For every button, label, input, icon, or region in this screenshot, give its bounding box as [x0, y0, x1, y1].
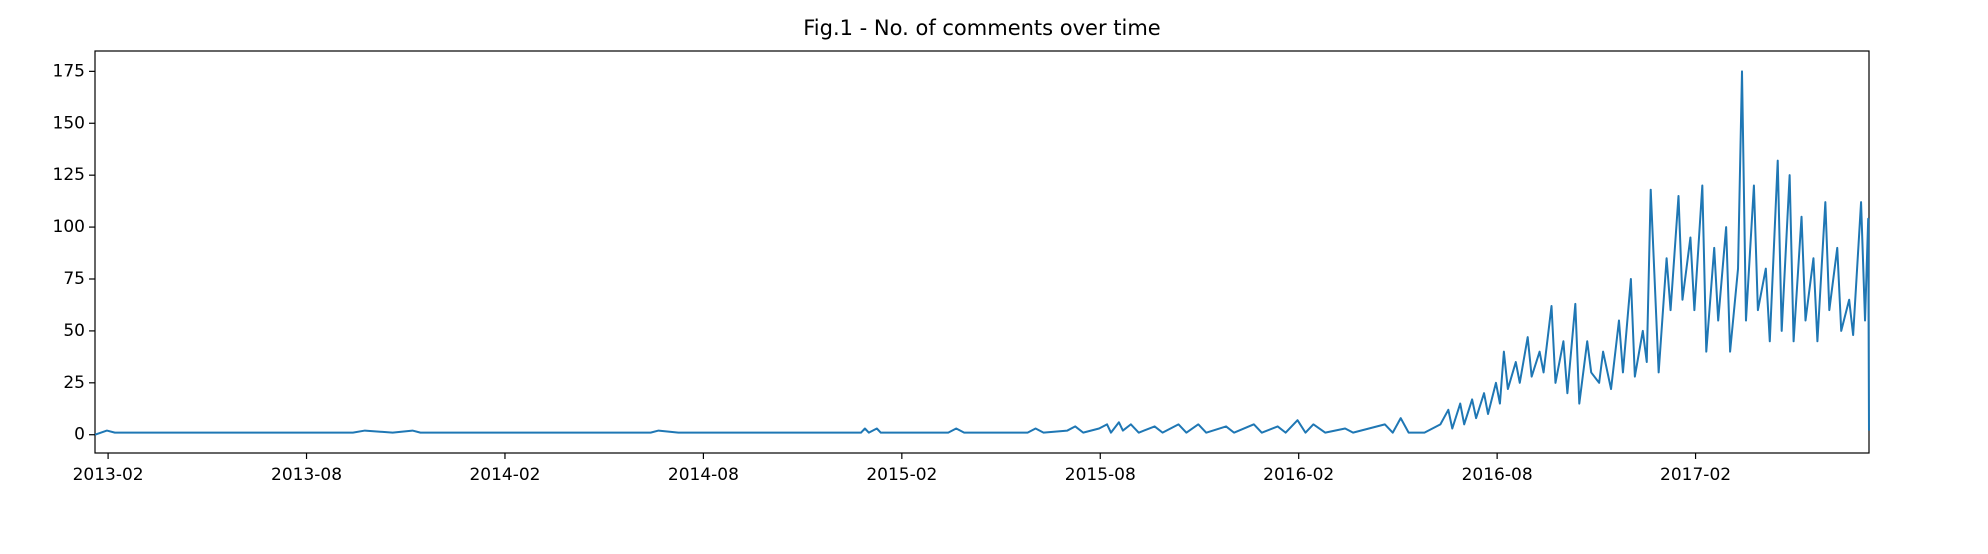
y-tick-label: 25: [63, 373, 85, 393]
x-tick-label: 2013-02: [73, 465, 144, 485]
x-tick-label: 2016-02: [1263, 465, 1334, 485]
x-tick-label: 2015-02: [866, 465, 937, 485]
plot-frame: [94, 50, 1870, 454]
x-tick-label: 2014-02: [469, 465, 540, 485]
y-tick-label: 175: [53, 61, 85, 81]
x-tick-label: 2016-08: [1462, 465, 1533, 485]
x-tick-label: 2015-08: [1065, 465, 1136, 485]
y-tick-label: 100: [53, 217, 85, 237]
y-tick-label: 150: [53, 113, 85, 133]
chart-title: Fig.1 - No. of comments over time: [803, 16, 1160, 40]
series-line: [94, 70, 1870, 436]
x-tick-label: 2017-02: [1660, 465, 1731, 485]
y-tick-label: 75: [63, 269, 85, 289]
y-tick-label: 125: [53, 165, 85, 185]
x-tick-label: 2014-08: [668, 465, 739, 485]
y-tick-label: 50: [63, 321, 85, 341]
x-tick-label: 2013-08: [271, 465, 342, 485]
y-tick-label: 0: [74, 425, 85, 445]
